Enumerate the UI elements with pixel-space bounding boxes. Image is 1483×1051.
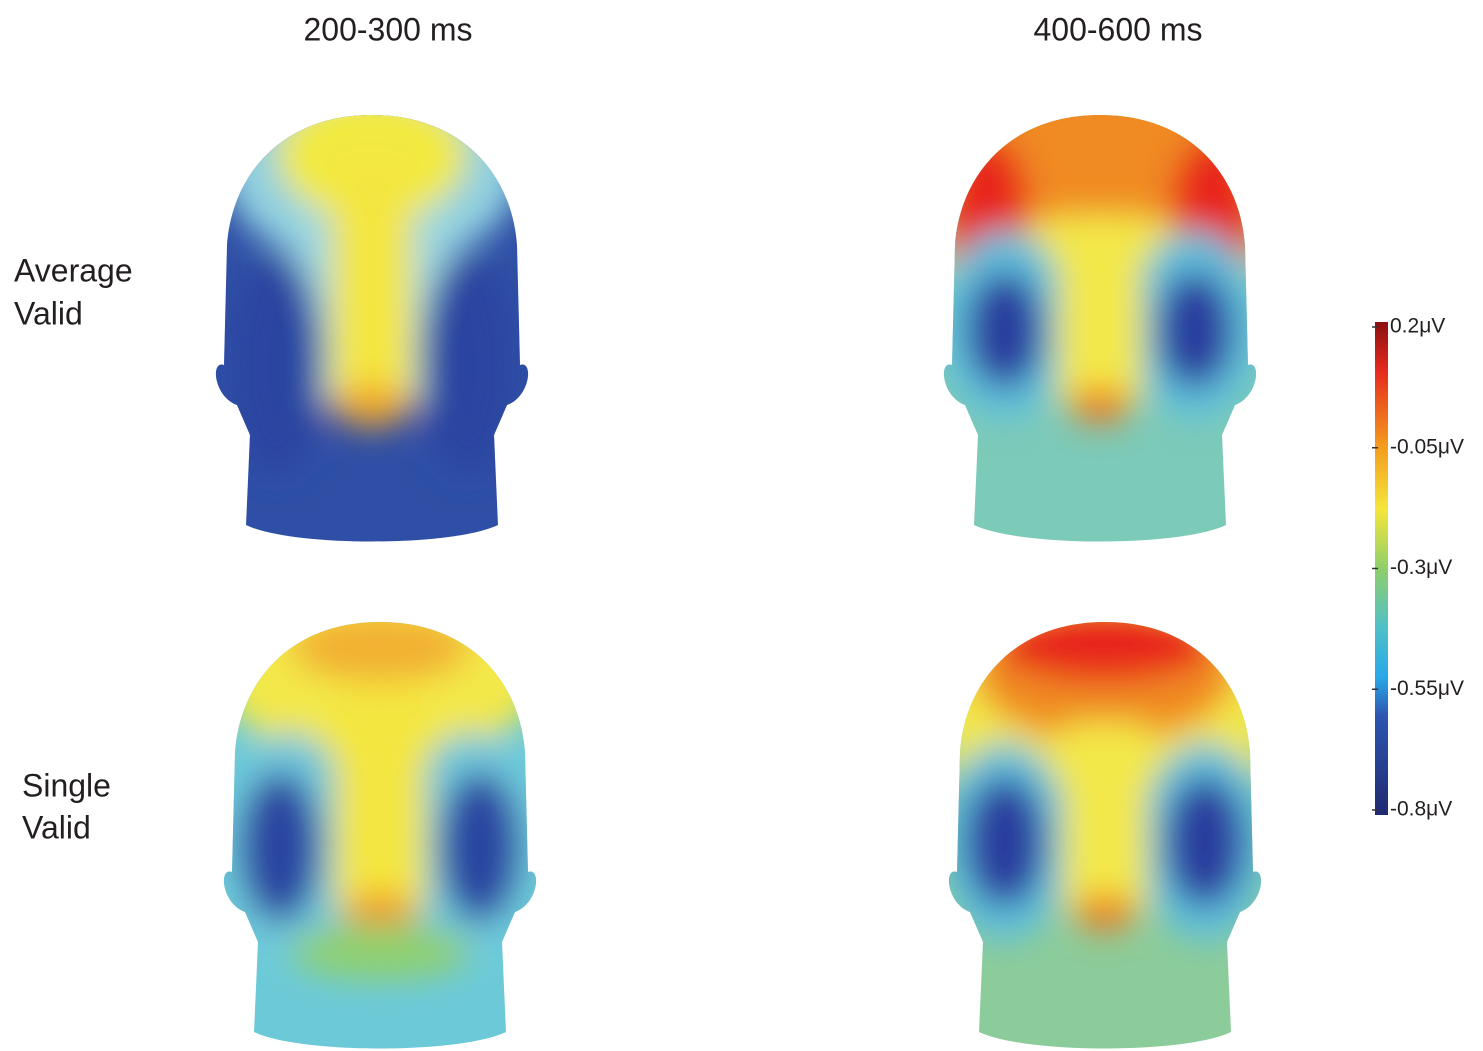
colorbar-tick-label: -0.05μV: [1390, 435, 1464, 458]
colorbar-tick-label: 0.2μV: [1390, 315, 1445, 338]
colorbar-tick-label: -0.8μV: [1390, 798, 1452, 821]
head-map: [948, 622, 1262, 1049]
row-label: Single: [22, 767, 111, 803]
head-map: [223, 622, 537, 1049]
colorbar-tick-label: -0.3μV: [1390, 556, 1452, 579]
column-title: 400-600 ms: [1034, 11, 1203, 47]
row-label: Valid: [14, 295, 83, 331]
column-title: 200-300 ms: [304, 11, 473, 47]
row-label: Valid: [22, 809, 91, 845]
colorbar: [1375, 322, 1388, 815]
colorbar-ticks: 0.2μV -0.05μV -0.3μV -0.55μV -0.8μV: [1372, 315, 1464, 821]
row-label: Average: [14, 252, 133, 288]
colorbar-tick-label: -0.55μV: [1390, 677, 1464, 700]
head-map: [215, 115, 529, 542]
head-map: [943, 115, 1257, 542]
